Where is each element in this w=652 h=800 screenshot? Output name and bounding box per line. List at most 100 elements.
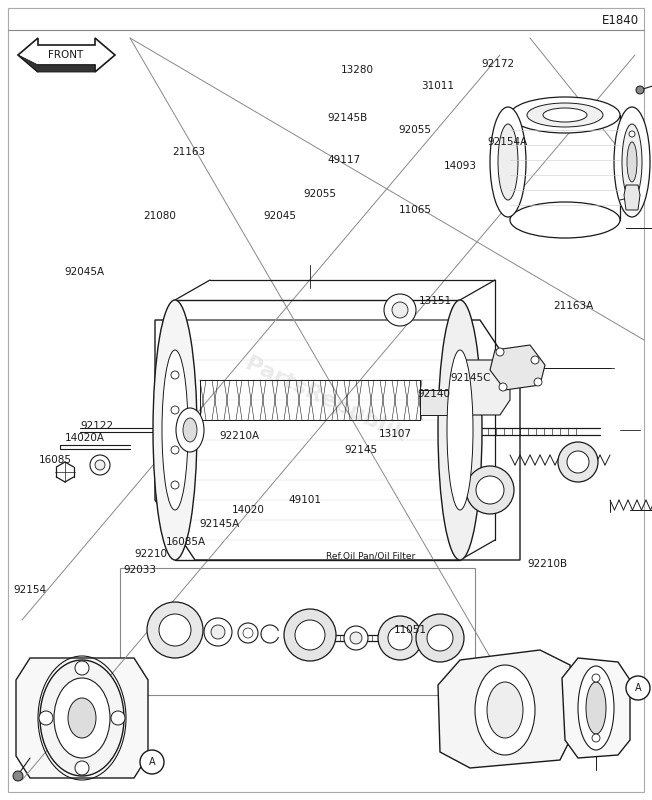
Ellipse shape — [592, 734, 600, 742]
Text: 92154A: 92154A — [487, 138, 527, 147]
Ellipse shape — [527, 103, 603, 127]
Ellipse shape — [238, 623, 258, 643]
Ellipse shape — [392, 302, 408, 318]
Ellipse shape — [13, 771, 23, 781]
Ellipse shape — [614, 107, 650, 217]
Ellipse shape — [543, 108, 587, 122]
Ellipse shape — [211, 625, 225, 639]
Ellipse shape — [490, 107, 526, 217]
Ellipse shape — [636, 86, 644, 94]
Ellipse shape — [384, 294, 416, 326]
Ellipse shape — [447, 350, 473, 510]
Text: A: A — [149, 757, 155, 767]
Text: 16085: 16085 — [39, 455, 72, 465]
Ellipse shape — [622, 124, 642, 200]
Ellipse shape — [54, 678, 110, 758]
Text: 14020A: 14020A — [65, 434, 105, 443]
Ellipse shape — [586, 682, 606, 734]
Ellipse shape — [499, 383, 507, 391]
Ellipse shape — [162, 350, 188, 510]
Ellipse shape — [159, 614, 191, 646]
Text: 92145A: 92145A — [200, 519, 240, 529]
Ellipse shape — [183, 418, 197, 442]
Ellipse shape — [176, 408, 204, 452]
Ellipse shape — [626, 676, 650, 700]
Ellipse shape — [510, 202, 620, 238]
Text: 13107: 13107 — [379, 429, 412, 438]
Ellipse shape — [629, 131, 635, 137]
Ellipse shape — [534, 378, 542, 386]
Polygon shape — [8, 8, 644, 792]
Ellipse shape — [171, 371, 179, 379]
Ellipse shape — [475, 665, 535, 755]
Ellipse shape — [496, 348, 504, 356]
Ellipse shape — [204, 618, 232, 646]
Ellipse shape — [629, 187, 635, 193]
Ellipse shape — [378, 616, 422, 660]
Text: 13151: 13151 — [419, 296, 452, 306]
Text: 92172: 92172 — [481, 59, 514, 69]
Text: A: A — [634, 683, 642, 693]
Text: 92210B: 92210B — [527, 559, 568, 569]
Polygon shape — [490, 345, 545, 390]
Text: 92033: 92033 — [124, 565, 156, 574]
Text: 13280: 13280 — [341, 66, 374, 75]
Ellipse shape — [284, 609, 336, 661]
Text: 92055: 92055 — [303, 189, 336, 198]
Text: 11065: 11065 — [399, 205, 432, 214]
Text: 92210: 92210 — [135, 549, 168, 558]
Polygon shape — [438, 650, 575, 768]
Text: 21080: 21080 — [143, 211, 176, 221]
Text: 92045: 92045 — [264, 211, 297, 221]
Text: 92055: 92055 — [399, 125, 432, 134]
Text: 31011: 31011 — [422, 82, 454, 91]
Text: 92045A: 92045A — [65, 267, 105, 277]
Text: 92145B: 92145B — [327, 113, 368, 122]
Ellipse shape — [153, 300, 197, 560]
Ellipse shape — [295, 620, 325, 650]
Ellipse shape — [498, 124, 518, 200]
Ellipse shape — [350, 632, 362, 644]
Ellipse shape — [75, 761, 89, 775]
Text: 92145: 92145 — [344, 445, 377, 454]
Polygon shape — [624, 185, 640, 210]
Text: 92140: 92140 — [417, 389, 450, 398]
Ellipse shape — [147, 602, 203, 658]
Ellipse shape — [344, 626, 368, 650]
Text: E1840: E1840 — [601, 14, 638, 26]
Text: 21163: 21163 — [173, 147, 205, 157]
Ellipse shape — [243, 628, 253, 638]
Text: PartsRepublik: PartsRepublik — [243, 354, 409, 446]
Ellipse shape — [388, 626, 412, 650]
Ellipse shape — [466, 466, 514, 514]
Ellipse shape — [95, 460, 105, 470]
Ellipse shape — [438, 300, 482, 560]
Text: FRONT: FRONT — [48, 50, 83, 60]
Text: 14093: 14093 — [444, 161, 477, 170]
Ellipse shape — [487, 682, 523, 738]
Polygon shape — [18, 38, 115, 72]
Ellipse shape — [416, 614, 464, 662]
Ellipse shape — [558, 442, 598, 482]
Text: 92122: 92122 — [80, 421, 113, 430]
Text: 92145C: 92145C — [451, 373, 491, 382]
Polygon shape — [120, 568, 475, 695]
Polygon shape — [420, 390, 450, 415]
Text: 16085A: 16085A — [166, 538, 206, 547]
Ellipse shape — [592, 674, 600, 682]
Ellipse shape — [510, 97, 620, 133]
Text: 11051: 11051 — [394, 626, 427, 635]
Text: 49117: 49117 — [327, 155, 360, 165]
Ellipse shape — [171, 481, 179, 489]
Polygon shape — [562, 658, 630, 758]
Ellipse shape — [75, 661, 89, 675]
Ellipse shape — [627, 142, 637, 182]
Polygon shape — [460, 360, 510, 415]
Ellipse shape — [68, 698, 96, 738]
Ellipse shape — [531, 356, 539, 364]
Text: 92154: 92154 — [14, 586, 46, 595]
Text: Ref.Oil Pan/Oil Filter: Ref.Oil Pan/Oil Filter — [326, 551, 415, 561]
Ellipse shape — [39, 711, 53, 725]
Ellipse shape — [171, 406, 179, 414]
Text: 92210A: 92210A — [220, 431, 260, 441]
